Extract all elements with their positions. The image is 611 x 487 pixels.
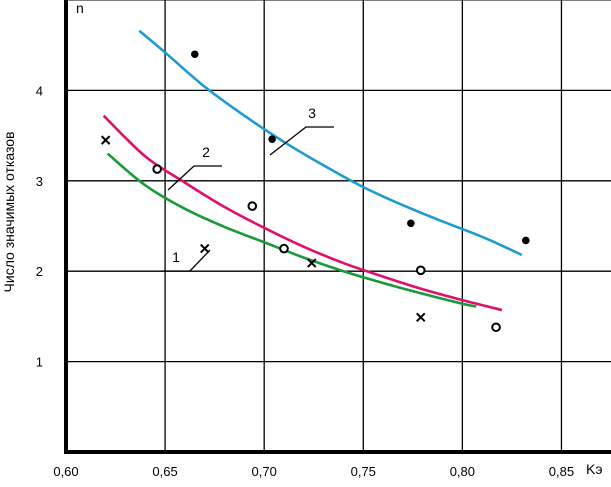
curve-2-leader [167, 165, 222, 191]
circle-marker [415, 265, 426, 276]
x-tick-label: 0,75 [351, 464, 376, 479]
curve-1 [106, 152, 477, 308]
y-tick-labels: 1 2 3 4 [36, 83, 43, 369]
curve-2 [102, 114, 503, 312]
curve-2-label: 2 [202, 144, 210, 160]
circle-marker [491, 322, 501, 333]
cross-stroke [200, 243, 210, 254]
fitted-curves [102, 29, 523, 312]
x-tick-label: 0,85 [549, 464, 574, 479]
curve-3 [138, 29, 523, 257]
y-tick-label: 4 [36, 83, 43, 98]
cross-marker [307, 258, 317, 268]
grid [66, 0, 611, 452]
x-tick-label: 0,70 [252, 464, 277, 479]
cross-stroke [100, 135, 111, 145]
curve-label-leaders: 1 2 3 [162, 105, 334, 272]
y-tick-label: 2 [36, 264, 43, 279]
cross-marker [200, 243, 210, 254]
curve-1-leader [162, 249, 211, 272]
y-tick-label: 1 [36, 355, 43, 370]
axes [64, 0, 611, 454]
y-tick-label: 3 [36, 174, 43, 189]
dot-marker [191, 50, 199, 59]
cross-marker [416, 312, 426, 323]
curve-3-label: 3 [308, 105, 316, 121]
cross-marker [100, 135, 111, 145]
x-axis-title: Kэ [586, 461, 602, 477]
x-tick-label: 0,60 [53, 464, 78, 479]
dot-marker [407, 219, 415, 228]
cross-stroke [307, 258, 317, 268]
x-tick-label: 0,80 [450, 464, 475, 479]
circle-marker [279, 243, 289, 254]
curve-3-leader [269, 126, 334, 156]
data-markers [100, 50, 530, 333]
dot-marker [268, 135, 276, 144]
dot-marker [521, 236, 530, 245]
circle-marker [247, 201, 258, 211]
y-unit-label: n [76, 0, 84, 16]
cross-stroke [416, 312, 426, 323]
curve-1-label: 1 [172, 249, 180, 265]
circle-marker [152, 164, 162, 174]
x-tick-labels: 0,60 0,65 0,70 0,75 0,80 0,85 [53, 464, 574, 479]
y-axis-title: Число значимых отказов [1, 132, 17, 293]
x-tick-label: 0,65 [152, 464, 177, 479]
